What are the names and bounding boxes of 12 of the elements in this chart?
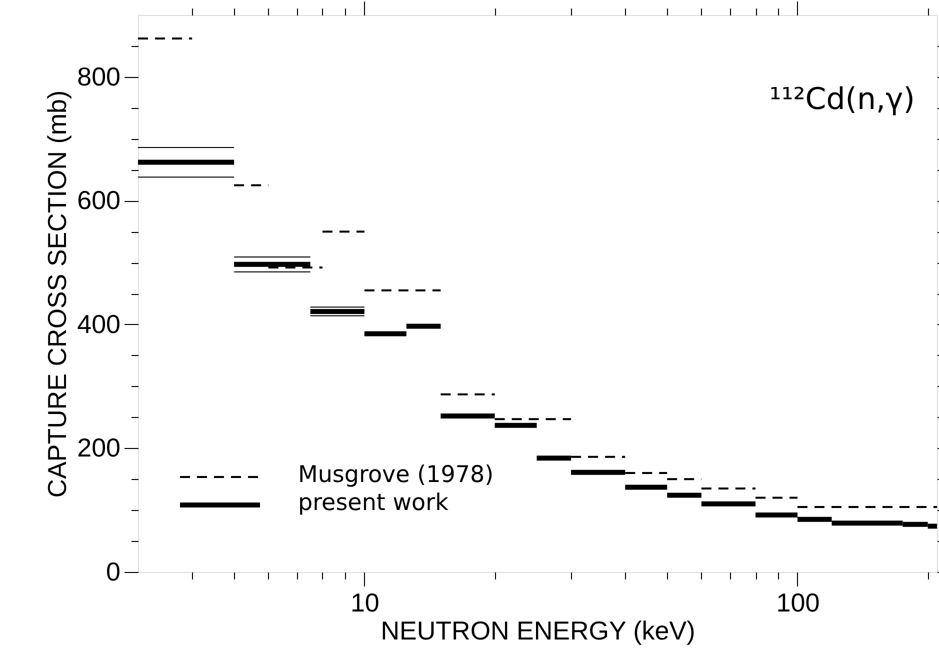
legend-label: Musgrove (1978) <box>298 462 494 488</box>
y-tick-label: 600 <box>77 185 120 216</box>
y-tick-label: 200 <box>77 432 120 463</box>
x-tick-label: 10 <box>350 588 380 618</box>
x-tick-label: 100 <box>776 588 820 618</box>
legend-label: present work <box>298 490 450 516</box>
y-tick-label: 0 <box>106 556 120 586</box>
annotation: ¹¹²Cd(n,γ) <box>769 82 915 117</box>
y-tick-label: 800 <box>77 61 120 92</box>
y-axis-title: CAPTURE CROSS SECTION (mb) <box>42 90 72 498</box>
y-tick-label: 400 <box>77 308 120 339</box>
x-axis-title: NEUTRON ENERGY (keV) <box>380 616 696 646</box>
